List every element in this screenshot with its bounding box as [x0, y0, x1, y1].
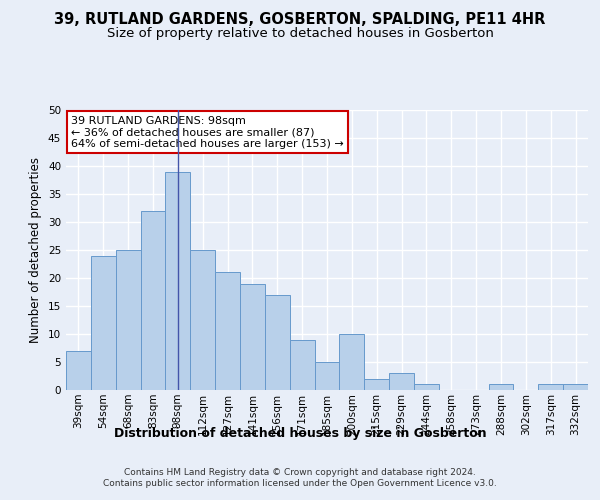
Bar — [488, 384, 514, 390]
Bar — [190, 250, 215, 390]
Bar — [116, 250, 140, 390]
Y-axis label: Number of detached properties: Number of detached properties — [29, 157, 43, 343]
Bar — [66, 351, 91, 390]
Bar — [215, 272, 240, 390]
Text: 39, RUTLAND GARDENS, GOSBERTON, SPALDING, PE11 4HR: 39, RUTLAND GARDENS, GOSBERTON, SPALDING… — [55, 12, 545, 28]
Bar — [364, 379, 389, 390]
Bar — [290, 340, 314, 390]
Bar — [563, 384, 588, 390]
Text: Distribution of detached houses by size in Gosberton: Distribution of detached houses by size … — [113, 428, 487, 440]
Bar — [91, 256, 116, 390]
Bar — [538, 384, 563, 390]
Bar — [240, 284, 265, 390]
Text: Contains HM Land Registry data © Crown copyright and database right 2024.
Contai: Contains HM Land Registry data © Crown c… — [103, 468, 497, 487]
Bar — [414, 384, 439, 390]
Text: Size of property relative to detached houses in Gosberton: Size of property relative to detached ho… — [107, 28, 493, 40]
Bar — [265, 295, 290, 390]
Bar — [140, 211, 166, 390]
Text: 39 RUTLAND GARDENS: 98sqm
← 36% of detached houses are smaller (87)
64% of semi-: 39 RUTLAND GARDENS: 98sqm ← 36% of detac… — [71, 116, 344, 149]
Bar — [340, 334, 364, 390]
Bar — [389, 373, 414, 390]
Bar — [314, 362, 340, 390]
Bar — [166, 172, 190, 390]
